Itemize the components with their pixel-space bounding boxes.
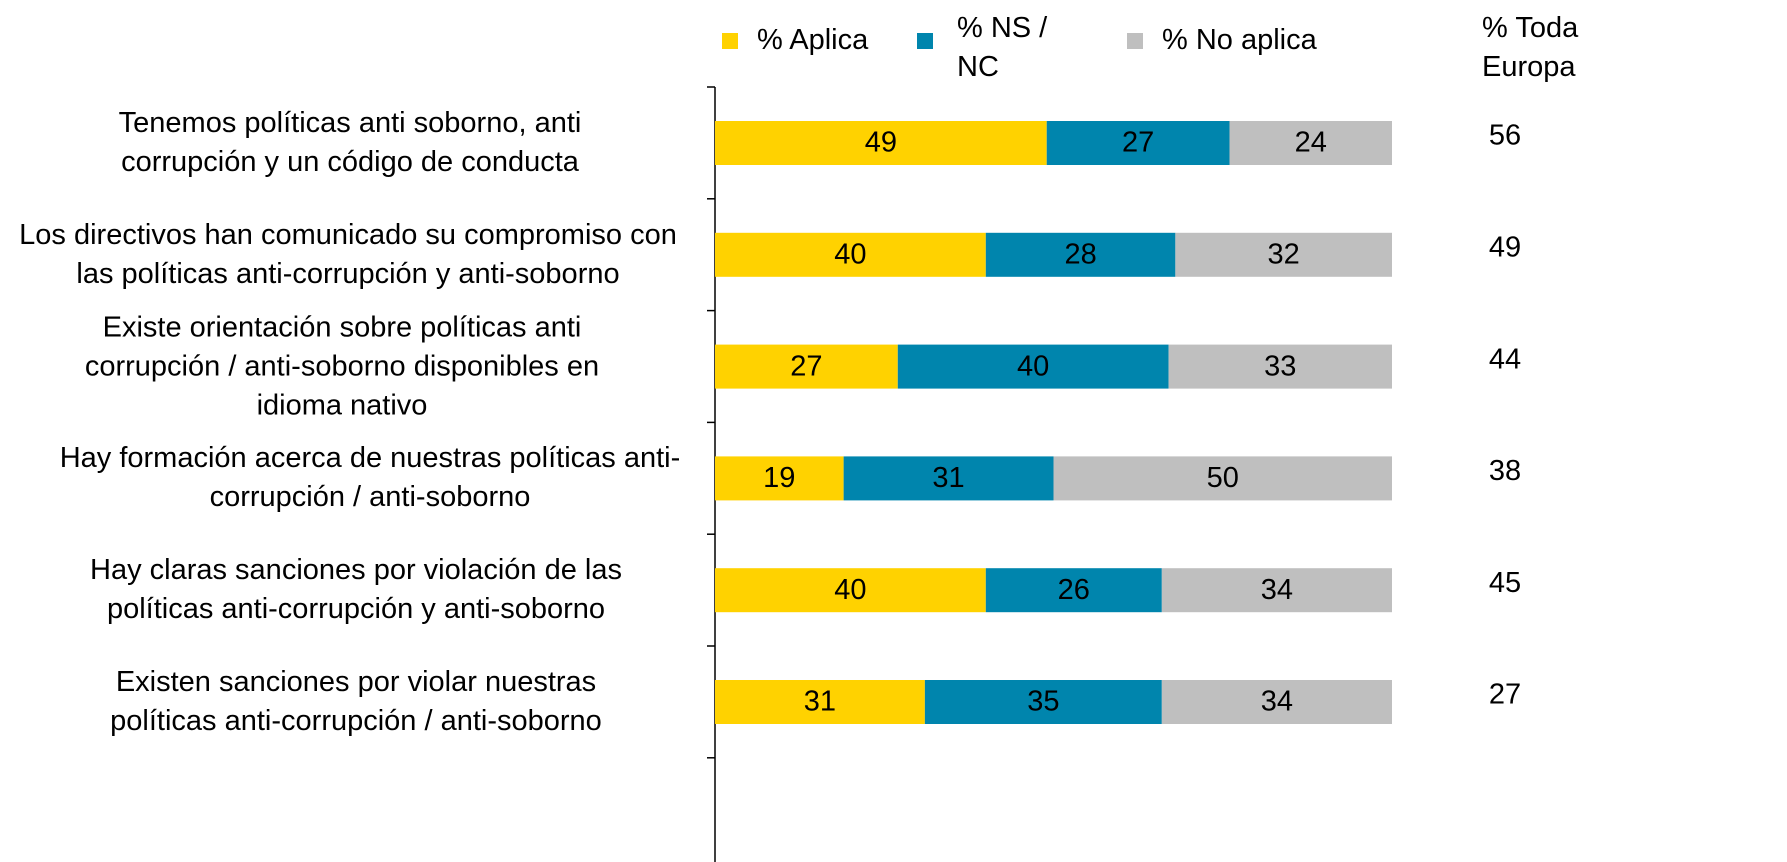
category-label: Tenemos políticas anti soborno, anti cor… [118, 107, 582, 178]
bar-segment [1161, 568, 1392, 613]
bar-segment [715, 568, 986, 613]
bar-segment [1161, 680, 1392, 724]
europe-value: 45 [1489, 567, 1521, 599]
data-label: 31 [932, 462, 964, 494]
bar-segment [715, 680, 925, 724]
legend-label: % Aplica [757, 24, 869, 56]
data-label: 28 [1064, 238, 1096, 270]
bar-segment [715, 456, 844, 501]
europe-value: 38 [1489, 455, 1521, 487]
bar-segment [985, 232, 1176, 277]
data-label: 34 [1261, 574, 1293, 606]
data-label: 27 [1122, 127, 1154, 159]
legend-swatch [722, 33, 738, 49]
data-label: 31 [804, 686, 836, 718]
europe-value: 49 [1489, 231, 1521, 263]
data-label: 49 [865, 127, 897, 159]
bar-segment [843, 456, 1054, 501]
bar-segment [1168, 344, 1392, 389]
data-label: 33 [1264, 350, 1296, 382]
data-label: 27 [790, 350, 822, 382]
data-label: 26 [1058, 574, 1090, 606]
bar-segment [715, 344, 898, 389]
europe-value: 56 [1489, 120, 1521, 152]
data-label: 19 [763, 462, 795, 494]
category-label: Hay formación acerca de nuestras polític… [59, 442, 681, 514]
bar-segment [715, 232, 986, 277]
category-label: Existe orientación sobre políticas anti … [84, 311, 600, 422]
europe-value: 44 [1489, 343, 1521, 375]
europe-value: 27 [1489, 679, 1521, 711]
legend-swatch [917, 33, 933, 49]
data-label: 24 [1295, 127, 1327, 159]
europe-header: % Toda Europa [1482, 12, 1579, 83]
data-label: 40 [834, 574, 866, 606]
bar-segment [1175, 232, 1392, 277]
data-label: 34 [1261, 686, 1293, 718]
data-label: 50 [1207, 462, 1239, 494]
bar-segment [715, 121, 1047, 165]
bar-segment [924, 680, 1162, 724]
data-label: 35 [1027, 686, 1059, 718]
category-label: Existen sanciones por violar nuestras po… [110, 666, 602, 737]
legend-label: % NS / NC [957, 12, 1048, 83]
bar-segment [1046, 121, 1230, 165]
category-label: Hay claras sanciones por violación de la… [90, 554, 622, 626]
category-label: Los directivos han comunicado su comprom… [19, 218, 677, 290]
data-label: 40 [834, 238, 866, 270]
legend-swatch [1127, 33, 1143, 49]
bar-segment [1229, 121, 1392, 165]
legend-label: % No aplica [1162, 24, 1317, 56]
data-label: 32 [1268, 238, 1300, 270]
bar-segment [897, 344, 1169, 389]
bar-segment [985, 568, 1162, 613]
data-label: 40 [1017, 350, 1049, 382]
bar-segment [1053, 456, 1392, 501]
